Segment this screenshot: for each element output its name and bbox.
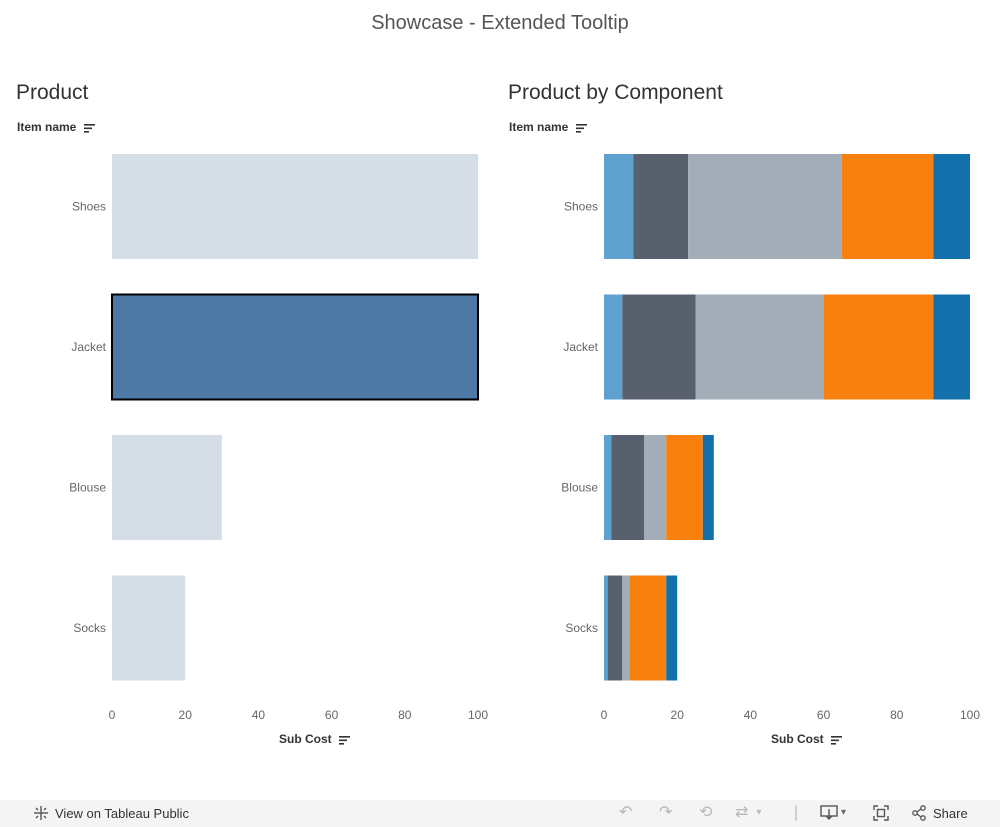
product-category-label: Blouse <box>69 481 106 495</box>
sort-icon[interactable] <box>575 123 587 133</box>
right-field-label[interactable]: Item name <box>509 120 587 134</box>
component-x-tick-label: 60 <box>817 708 831 722</box>
redo-button[interactable]: ↷ <box>659 805 672 821</box>
product-x-tick-label: 20 <box>179 708 193 722</box>
component-bar-segment-socks-2[interactable] <box>607 575 623 681</box>
product-bar-socks[interactable] <box>112 575 186 681</box>
component-bar-segment-shoes-1[interactable] <box>604 154 634 259</box>
component-bar-segment-jacket-2[interactable] <box>622 294 696 400</box>
refresh-icon: ⇄ <box>735 804 749 821</box>
component-category-label: Socks <box>565 621 598 635</box>
component-bar-segment-blouse-4[interactable] <box>666 435 703 540</box>
right-field-label-text: Item name <box>509 120 569 134</box>
right-sheet-title: Product by Component <box>508 81 723 104</box>
refresh-button[interactable]: ⇄ ▾ <box>735 805 761 821</box>
chevron-down-icon: ▾ <box>841 807 847 818</box>
component-bar-segment-socks-5[interactable] <box>666 575 678 681</box>
product-bar-jacket[interactable] <box>111 293 479 401</box>
right-axis-title[interactable]: Sub Cost <box>771 732 843 746</box>
view-on-tableau-public-label: View on Tableau Public <box>55 805 189 821</box>
product-bar-shoes[interactable] <box>112 154 478 259</box>
redo-icon: ↷ <box>659 804 673 821</box>
component-category-label: Jacket <box>563 340 598 354</box>
component-bar-segment-jacket-4[interactable] <box>823 294 934 400</box>
right-axis-title-text: Sub Cost <box>771 732 824 746</box>
download-button[interactable]: ▾ <box>820 805 846 821</box>
dashboard-title: Showcase - Extended Tooltip <box>371 12 629 34</box>
component-x-tick-label: 20 <box>671 708 685 722</box>
product-bar-blouse[interactable] <box>112 435 222 540</box>
component-bar-segment-jacket-5[interactable] <box>933 294 970 400</box>
product-x-tick-label: 100 <box>468 708 488 722</box>
component-category-label: Shoes <box>564 200 598 214</box>
component-bar-segment-shoes-2[interactable] <box>633 154 689 259</box>
component-bar-segment-blouse-1[interactable] <box>604 435 612 540</box>
sort-icon[interactable] <box>831 735 843 745</box>
component-bar-segment-blouse-3[interactable] <box>644 435 667 540</box>
charts-canvas: Shoes Jacket Blouse Socks 0 20 40 60 80 100 Shoes J… <box>69 154 980 722</box>
component-bar-segment-socks-4[interactable] <box>629 575 667 681</box>
component-bar-segment-blouse-5[interactable] <box>702 435 714 540</box>
share-icon <box>912 805 926 821</box>
product-x-tick-label: 40 <box>252 708 266 722</box>
product-category-label: Shoes <box>72 200 106 214</box>
tableau-toolbar: View on Tableau Public ↶ ↷ ⟲ ⇄ ▾ | ▾ <box>0 800 1000 827</box>
left-field-label[interactable]: Item name <box>17 120 95 134</box>
component-bar-segment-socks-1[interactable] <box>604 575 608 681</box>
product-x-tick-label: 80 <box>398 708 412 722</box>
product-category-label: Jacket <box>71 340 106 354</box>
download-icon <box>820 805 838 820</box>
view-on-tableau-public-link[interactable]: View on Tableau Public <box>33 805 189 821</box>
sort-icon[interactable] <box>83 123 95 133</box>
undo-button[interactable]: ↶ <box>619 805 632 821</box>
product-category-label: Socks <box>73 621 106 635</box>
sort-icon[interactable] <box>339 735 351 745</box>
share-button[interactable]: Share <box>911 805 968 821</box>
component-x-tick-label: 100 <box>960 708 980 722</box>
component-bar-segment-shoes-4[interactable] <box>841 154 934 259</box>
fullscreen-icon <box>873 805 889 821</box>
chevron-down-icon: ▾ <box>756 807 762 818</box>
product-x-tick-label: 60 <box>325 708 339 722</box>
tableau-logo-icon <box>34 806 48 820</box>
divider-glyph: | <box>794 804 799 821</box>
component-x-tick-label: 80 <box>890 708 904 722</box>
component-bar-segment-jacket-3[interactable] <box>695 294 824 400</box>
component-x-tick-label: 40 <box>744 708 758 722</box>
left-axis-title[interactable]: Sub Cost <box>279 732 351 746</box>
revert-button[interactable]: ⟲ <box>699 805 712 821</box>
component-bar-segment-jacket-1[interactable] <box>604 294 623 400</box>
toolbar-divider: | <box>794 805 798 821</box>
component-bar-segment-shoes-3[interactable] <box>688 154 842 259</box>
product-x-tick-label: 0 <box>109 708 116 722</box>
component-bar-segment-socks-3[interactable] <box>622 575 630 681</box>
component-x-tick-label: 0 <box>601 708 608 722</box>
left-axis-title-text: Sub Cost <box>279 732 332 746</box>
fullscreen-button[interactable] <box>873 805 889 821</box>
left-sheet-title: Product <box>16 81 89 104</box>
share-label: Share <box>933 805 968 821</box>
component-category-label: Blouse <box>561 481 598 495</box>
undo-icon: ↶ <box>619 804 633 821</box>
revert-icon: ⟲ <box>699 804 713 821</box>
left-field-label-text: Item name <box>17 120 77 134</box>
component-bar-segment-shoes-5[interactable] <box>933 154 970 259</box>
component-bar-segment-blouse-2[interactable] <box>611 435 645 540</box>
